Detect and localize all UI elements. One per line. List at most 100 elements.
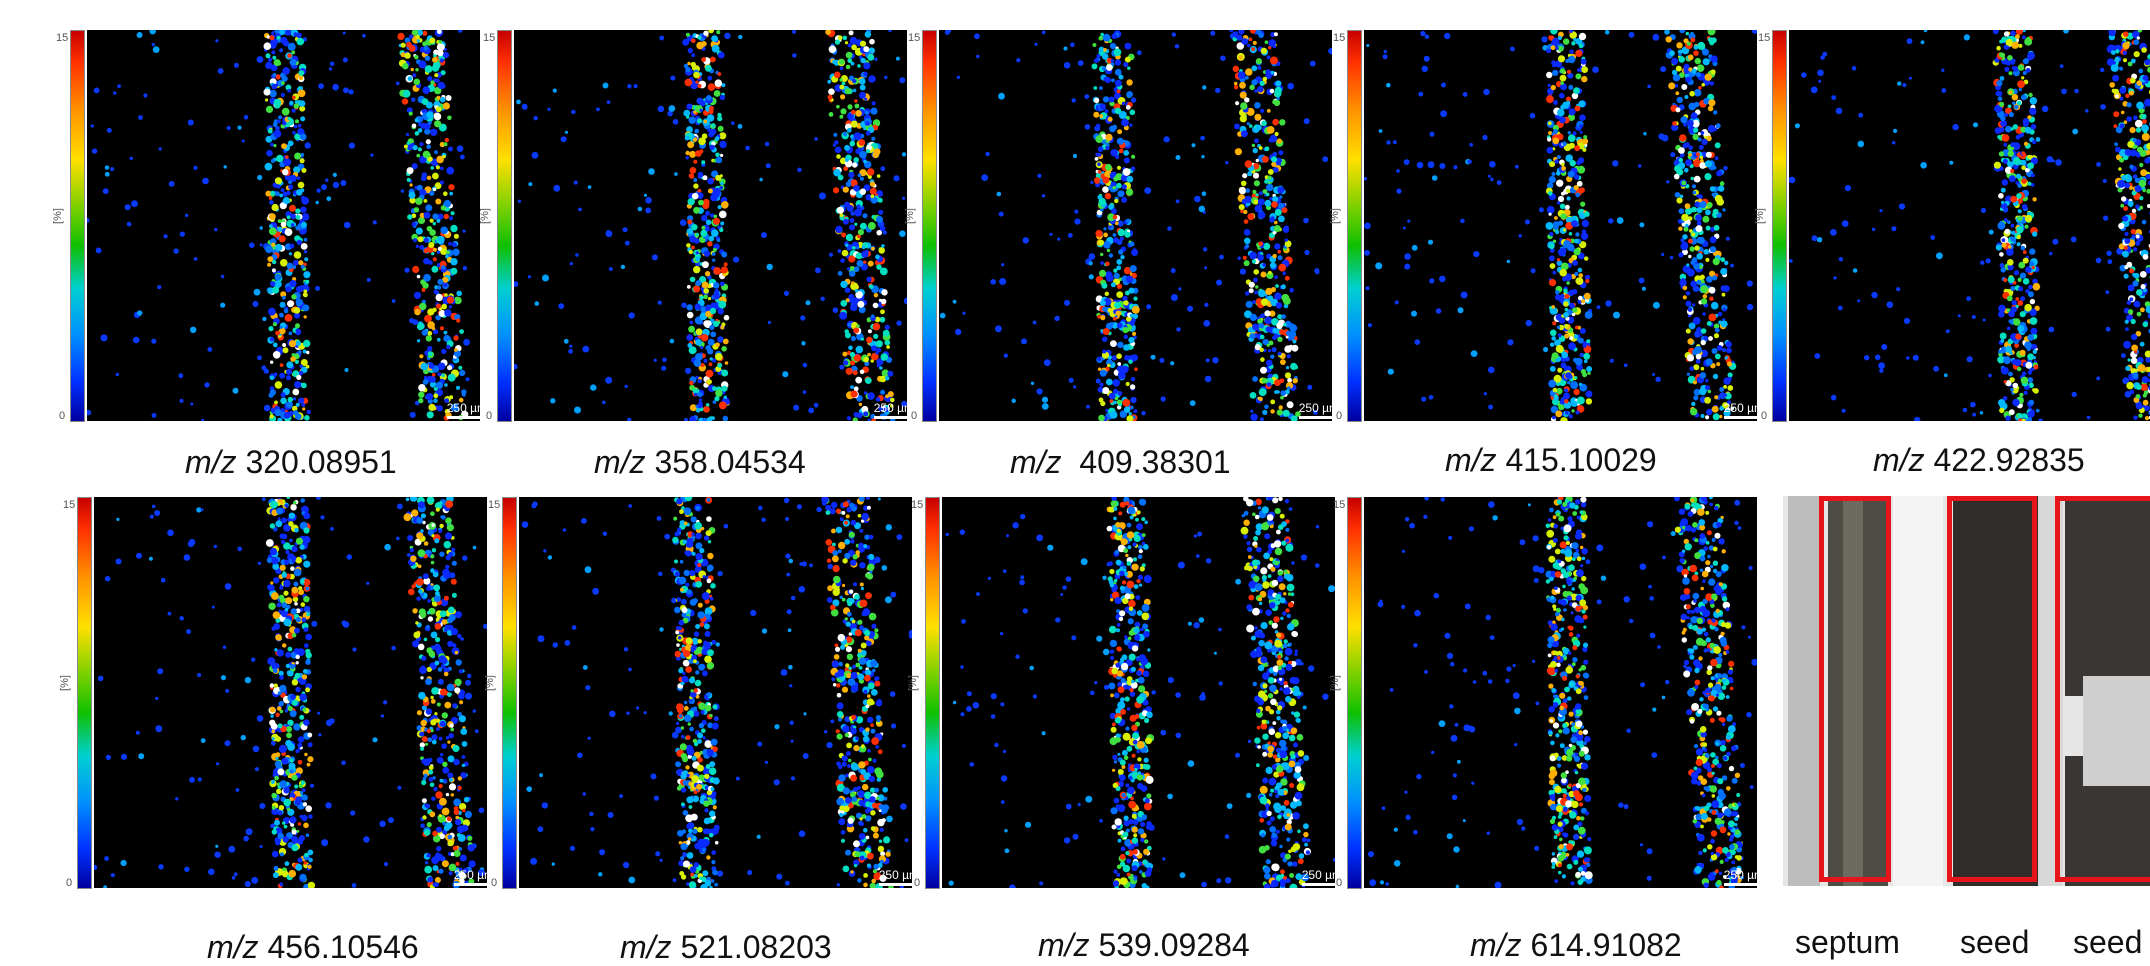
scale-bar: 250 µm: [1724, 868, 1764, 886]
color-scale-bar: [1772, 30, 1787, 422]
color-scale-unit: [%]: [479, 208, 491, 224]
color-scale-unit: [%]: [59, 675, 71, 691]
mz-label-2: m/z 358.04534: [594, 444, 806, 481]
region-box-seed-2: [2055, 496, 2150, 882]
color-scale-min: 0: [911, 410, 917, 422]
color-scale-min: 0: [59, 410, 65, 422]
ion-image-texture: [519, 497, 912, 888]
mz-value: 320.08951: [245, 444, 396, 480]
color-scale-unit: [%]: [484, 675, 496, 691]
mz-prefix: m/z: [620, 929, 672, 965]
color-scale-max: 15: [483, 32, 495, 44]
ion-image-texture: [514, 30, 907, 421]
color-scale-unit: [%]: [1754, 208, 1766, 224]
color-scale-max: 15: [1333, 499, 1345, 511]
scale-bar-label: 250 µm: [447, 401, 487, 415]
scale-bar-label: 250 µm: [1724, 401, 1764, 415]
color-scale-min: 0: [1336, 877, 1342, 889]
color-scale-max: 15: [488, 499, 500, 511]
color-scale-bar: [1347, 30, 1362, 422]
ion-image: [514, 30, 907, 421]
msi-panel-9: 15 0 [%] 250 µm: [1347, 497, 1772, 892]
scale-bar-label: 250 µm: [1724, 868, 1764, 882]
optical-label-septum: septum: [1795, 924, 1900, 961]
color-scale-max: 15: [908, 32, 920, 44]
mz-value: 415.10029: [1505, 442, 1656, 478]
mz-prefix: m/z: [1873, 442, 1925, 478]
color-scale-bar: [70, 30, 85, 422]
mz-prefix: m/z: [1010, 444, 1062, 480]
color-scale-unit: [%]: [907, 675, 919, 691]
color-scale-bar: [502, 497, 517, 889]
color-scale-unit: [%]: [1329, 675, 1341, 691]
mz-value: 358.04534: [654, 444, 805, 480]
ion-image-texture: [1364, 30, 1757, 421]
mz-value: 521.08203: [680, 929, 831, 965]
color-scale-bar: [922, 30, 937, 422]
color-scale-max: 15: [1758, 32, 1770, 44]
ion-image: [942, 497, 1335, 888]
ion-image: [939, 30, 1332, 421]
color-scale-max: 15: [56, 32, 68, 44]
optical-image: [1783, 496, 2150, 886]
ion-image-texture: [939, 30, 1332, 421]
scale-bar: 250 µm: [454, 868, 494, 886]
mz-prefix: m/z: [1445, 442, 1497, 478]
ion-image-texture: [87, 30, 480, 421]
scale-bar-label: 250 µm: [879, 868, 919, 882]
ion-image: [94, 497, 487, 888]
scale-bar-label: 250 µm: [454, 868, 494, 882]
msi-panel-2: 15 0 [%] 250 µm: [497, 30, 922, 425]
mz-label-9: m/z 614.91082: [1470, 927, 1682, 964]
scale-bar: 250 µm: [447, 401, 487, 419]
msi-panel-5: 15 0 [%] 250 µm: [1772, 30, 2150, 425]
color-scale-max: 15: [1333, 32, 1345, 44]
msi-panel-4: 15 0 [%] 250 µm: [1347, 30, 1772, 425]
mz-label-1: m/z 320.08951: [185, 444, 397, 481]
mz-value: 539.09284: [1098, 927, 1249, 963]
scale-bar-label: 250 µm: [1299, 401, 1339, 415]
color-scale-min: 0: [1336, 410, 1342, 422]
color-scale-max: 15: [63, 499, 75, 511]
color-scale-min: 0: [66, 877, 72, 889]
mz-label-8: m/z 539.09284: [1038, 927, 1250, 964]
ion-image-texture: [94, 497, 487, 888]
region-box-seed: [1947, 496, 2037, 882]
color-scale-max: 15: [911, 499, 923, 511]
mz-label-4: m/z 415.10029: [1445, 442, 1657, 479]
color-scale-min: 0: [491, 877, 497, 889]
color-scale-unit: [%]: [1329, 208, 1341, 224]
msi-panel-8: 15 0 [%] 250 µm: [925, 497, 1350, 892]
ion-image-texture: [1789, 30, 2150, 421]
ion-image: [1789, 30, 2150, 421]
mz-value: 614.91082: [1530, 927, 1681, 963]
color-scale-unit: [%]: [904, 208, 916, 224]
color-scale-bar: [1347, 497, 1362, 889]
mz-prefix: m/z: [185, 444, 237, 480]
scale-bar: 250 µm: [874, 401, 914, 419]
region-box-septum: [1819, 496, 1891, 882]
mz-value: 409.38301: [1079, 444, 1230, 480]
mz-label-5: m/z 422.92835: [1873, 442, 2085, 479]
ion-image: [87, 30, 480, 421]
ion-image-texture: [942, 497, 1335, 888]
mz-prefix: m/z: [207, 929, 259, 965]
mz-value: 422.92835: [1933, 442, 2084, 478]
color-scale-bar: [77, 497, 92, 889]
mz-prefix: m/z: [594, 444, 646, 480]
msi-panel-7: 15 0 [%] 250 µm: [502, 497, 927, 892]
ion-image: [519, 497, 912, 888]
color-scale-min: 0: [914, 877, 920, 889]
mz-label-6: m/z 456.10546: [207, 929, 419, 966]
msi-panel-1: 15 0 [%] 250 µm: [70, 30, 495, 425]
mz-label-7: m/z 521.08203: [620, 929, 832, 966]
mz-label-3: m/z 409.38301: [1010, 444, 1231, 481]
ion-image: [1364, 497, 1757, 888]
color-scale-bar: [925, 497, 940, 889]
mz-prefix: m/z: [1038, 927, 1090, 963]
mz-prefix: m/z: [1470, 927, 1522, 963]
optical-label-seed: seed: [1960, 924, 2029, 961]
color-scale-min: 0: [1761, 410, 1767, 422]
scale-bar: 250 µm: [1724, 401, 1764, 419]
msi-panel-3: 15 0 [%] 250 µm: [922, 30, 1347, 425]
